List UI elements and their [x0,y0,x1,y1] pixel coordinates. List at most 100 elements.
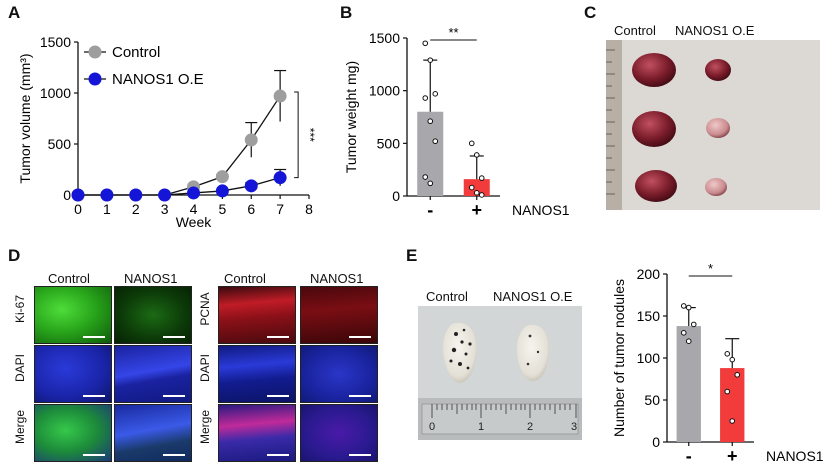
b-y-tick-label: 1500 [369,30,400,46]
lung-photo: 0 1 2 3 [418,306,582,440]
if-row-merge2-label: Merge [198,410,212,445]
e-significance: * [708,261,713,276]
a-x-axis-label: Week [176,214,213,230]
e-data-point [729,356,736,363]
if-row-pcna-label: PCNA [198,292,212,326]
e-data-point [680,303,687,309]
a-data-point [158,188,172,202]
a-data-point [129,188,143,202]
e-y-tick-label: 200 [637,266,661,282]
a-x-tick-label: 5 [218,201,226,217]
b-data-point [432,138,439,145]
b-y-tick-label: 0 [392,188,400,204]
ruler-num-2: 2 [527,421,533,433]
e-y-tick-label: 150 [637,308,661,324]
a-x-tick-label: 3 [161,201,169,217]
if-dapi-nanos1 [114,345,192,403]
if-row-merge-label: Merge [13,410,27,445]
if-row-dapi2-label: DAPI [198,354,212,383]
if-row-dapi-label: DAPI [13,354,27,383]
b-data-point [478,175,485,181]
a-data-point [244,179,258,193]
if-ki67-nanos1-label: NANOS1 [124,271,178,286]
b-data-point [473,152,480,158]
a-significance: *** [303,128,317,142]
if-pcna-nanos1 [300,286,378,344]
panel-letter-e: E [406,246,418,265]
a-legend-marker [88,45,102,59]
e-data-point [734,372,741,378]
if-dapi2-control [218,345,296,403]
a-x-tick-label: 0 [74,201,82,217]
e-y-tick-label: 0 [652,434,660,450]
e-data-point [724,388,731,395]
ruler-num-0: 0 [429,421,435,433]
e-data-point [685,304,692,311]
b-data-point [432,91,439,97]
a-data-point [187,186,200,200]
panel-letter-b: B [340,3,353,22]
a-x-tick-label: 2 [132,201,140,217]
e-category-label: - [686,446,692,466]
a-x-tick-label: 6 [247,201,255,217]
a-data-point [244,133,258,147]
b-data-point [427,118,434,125]
b-data-point [468,140,475,147]
if-merge2-nanos1 [300,404,378,462]
a-data-point [273,89,287,103]
a-data-point [215,184,229,198]
if-pcna-control [218,286,296,344]
b-data-point [422,40,429,47]
if-dapi2-nanos1 [300,345,378,403]
e-data-point [690,321,697,328]
b-bar [463,179,490,196]
if-ki67-nanos1 [114,286,192,344]
b-data-point [427,180,434,187]
e-group-label: NANOS1 [766,448,824,464]
a-y-tick-label: 1000 [40,85,71,101]
a-sig-bracket [294,91,299,179]
a-x-tick-label: 7 [276,201,284,217]
photo-e-nanos1-label: NANOS1 O.E [493,289,573,304]
e-bar [720,368,745,442]
if-dapi-control [34,345,112,403]
a-legend-label: Control [112,44,160,61]
e-y-tick-label: 100 [637,350,661,366]
a-x-tick-label: 1 [103,201,111,217]
e-data-point [680,330,687,336]
a-legend-label: NANOS1 O.E [112,71,204,88]
b-data-point [422,174,429,180]
b-category-label: - [427,200,433,220]
a-data-point [100,188,114,202]
photo-c-control-label: Control [614,23,656,38]
a-x-tick-label: 4 [190,201,198,217]
photo-e-control-label: Control [426,289,468,304]
photo-c-nanos1-label: NANOS1 O.E [675,23,755,38]
b-category-label: + [471,200,482,220]
b-data-point [422,95,429,101]
a-x-tick-label: 8 [305,201,313,217]
if-pcna-nanos1-label: NANOS1 [310,271,364,286]
a-y-axis-label: Tumor volume (mm³) [17,53,33,183]
e-data-point [685,338,692,345]
panel-letter-d: D [8,246,21,265]
if-row-ki67-label: Ki-67 [13,295,27,324]
panel-letter-a: A [8,3,21,22]
e-y-tick-label: 50 [644,392,660,408]
if-merge2-control [218,404,296,462]
a-data-point [273,171,287,185]
a-y-tick-label: 500 [48,136,72,152]
b-significance: ** [448,25,458,40]
b-data-point [427,57,434,63]
a-data-point [71,188,85,202]
ruler-num-1: 1 [478,421,484,433]
e-y-axis-label: Number of tumor nodules [611,279,627,437]
e-bar [676,326,701,442]
if-ki67-control-label: Control [48,271,90,286]
b-group-label: NANOS1 [512,202,570,218]
b-y-tick-label: 1000 [369,83,400,99]
a-legend-marker [88,72,102,86]
